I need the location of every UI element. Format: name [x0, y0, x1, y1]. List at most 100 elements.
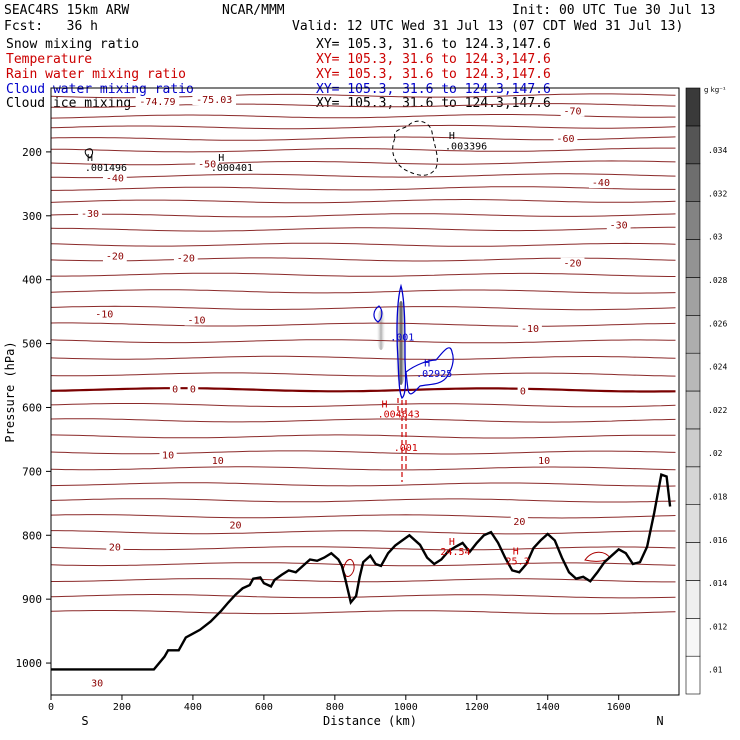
rain-water-contour: [397, 398, 407, 482]
contour-label: -20: [564, 259, 582, 270]
x-tick-label: 0: [48, 702, 54, 713]
extremum-label: .001: [390, 332, 414, 343]
isotherm: [51, 305, 676, 311]
x-tick-label: 600: [255, 702, 273, 713]
init-time: Init: 00 UTC Tue 30 Jul 13: [512, 3, 716, 18]
contour-label: 20: [513, 517, 525, 528]
contour-label-bg: [517, 385, 529, 397]
extremum-label: .000401: [211, 163, 253, 174]
cloud-ice-contour: [392, 120, 438, 176]
extremum-label: .02925: [416, 369, 452, 380]
field-xy-snow: XY= 105.3, 31.6 to 124.3,147.6: [316, 37, 551, 52]
extremum-label: H: [513, 546, 519, 557]
plot-frame: [50, 87, 680, 696]
contour-label-bg: [192, 94, 237, 106]
contour-label-bg: [606, 219, 631, 231]
x-tick-label: 1600: [607, 702, 631, 713]
contour-labels: -75.03 -74.79 -70 -60 -50 -40 -40 -30 -30 -20 -20 -…: [78, 94, 631, 689]
isotherm: [51, 594, 676, 599]
y-tick-label: 800: [22, 529, 42, 542]
isotherm: [51, 160, 676, 166]
field-label-rain: Rain water mixing ratio: [6, 67, 187, 82]
contour-label-bg: [510, 515, 528, 527]
contour-label-bg: [102, 172, 127, 184]
y-axis-title: Pressure (hPa): [3, 341, 17, 442]
extremum-label: H: [424, 359, 430, 370]
contour-label: -50: [198, 160, 216, 171]
x-tick-label: 200: [113, 702, 131, 713]
snow-shade-left: [376, 310, 386, 350]
y-tick-label: 600: [22, 401, 42, 414]
cloud-water-contour-right: [405, 347, 454, 395]
extremum-label: 24.54: [440, 547, 470, 558]
field-label-snow: Snow mixing ratio: [6, 37, 140, 52]
contour-label: 0: [190, 385, 196, 396]
y-tick-label: 200: [22, 146, 42, 159]
y-tick-label: 300: [22, 210, 42, 223]
isotherm: [51, 482, 676, 487]
contour-label: -60: [556, 134, 574, 145]
colorbar-unit: g kg⁻¹: [704, 86, 726, 94]
colorbar-swatch: [685, 580, 701, 619]
colorbar-tick-label: .018: [708, 493, 727, 502]
isotherm: [51, 226, 676, 232]
colorbar-tick-label: .034: [708, 146, 727, 155]
contour-label: -10: [521, 324, 539, 335]
center-name: NCAR/MMM: [222, 3, 285, 18]
isotherm: [51, 403, 676, 408]
contour-label: -74.79: [139, 97, 175, 108]
left-endpoint-label: S: [81, 714, 88, 728]
contour-label-bg: [535, 455, 553, 467]
isotherm: [51, 186, 676, 191]
colorbar-swatch: [685, 314, 701, 354]
colorbar-swatch: [685, 542, 701, 581]
contour-label-bg: [184, 314, 209, 326]
isotherm: [51, 418, 676, 423]
y-tick-label: 500: [22, 338, 42, 351]
y-tick-label: 700: [22, 465, 42, 478]
colorbar-swatch: [685, 125, 701, 165]
colorbar-tick-label: .026: [708, 319, 727, 328]
colorbar-tick-label: .022: [708, 406, 727, 415]
contour-label: 0: [520, 386, 526, 397]
extremum-label: H: [218, 153, 224, 164]
extremum-label: H: [449, 537, 455, 548]
extremum-label: H: [87, 153, 93, 164]
contour-label: -70: [564, 107, 582, 118]
extremum-label: .001: [394, 443, 418, 454]
contour-label: -30: [610, 220, 628, 231]
isotherm: [51, 578, 676, 583]
colorbar-tick-label: .032: [708, 189, 727, 198]
contour-label-bg: [106, 541, 124, 553]
header: SEAC4RS 15km ARW NCAR/MMM Init: 00 UTC T…: [0, 0, 740, 111]
contour-label-bg: [187, 383, 199, 395]
isotherm: [51, 173, 676, 179]
cloud-contours: [84, 120, 611, 577]
isotherm: [51, 355, 676, 360]
forecast-hour: Fcst: 36 h: [4, 19, 98, 34]
contour-label-bg: [78, 207, 102, 219]
extremum-label: 25.3: [506, 557, 530, 568]
contour-label: -40: [592, 178, 610, 189]
contour-label-bg: [135, 95, 180, 107]
field-label-cloud-water: Cloud water mixing ratio: [6, 82, 194, 97]
cloud-water-contour-small: [373, 305, 383, 323]
isotherm: [51, 546, 676, 551]
y-axis: 200 300 400 500 600 700 800 900 1000: [16, 146, 51, 670]
extremum-label: H: [381, 399, 387, 410]
isotherm: [51, 147, 676, 153]
extremum-label: H: [449, 131, 455, 142]
isotherm: [51, 339, 676, 344]
contour-label: -10: [187, 315, 205, 326]
isotherm: [51, 124, 676, 130]
colorbar-tick-label: .014: [708, 579, 727, 588]
colorbar-tick-label: .028: [708, 276, 727, 285]
contour-label: 0: [172, 385, 178, 396]
colorbar-swatch: [685, 655, 701, 695]
contour-label-bg: [195, 158, 220, 170]
isotherm: [51, 136, 676, 141]
zero-isotherm: [51, 387, 676, 393]
x-axis-title: Distance (km): [323, 714, 417, 728]
isotherm: [51, 530, 676, 535]
contour-label-bg: [92, 308, 117, 320]
